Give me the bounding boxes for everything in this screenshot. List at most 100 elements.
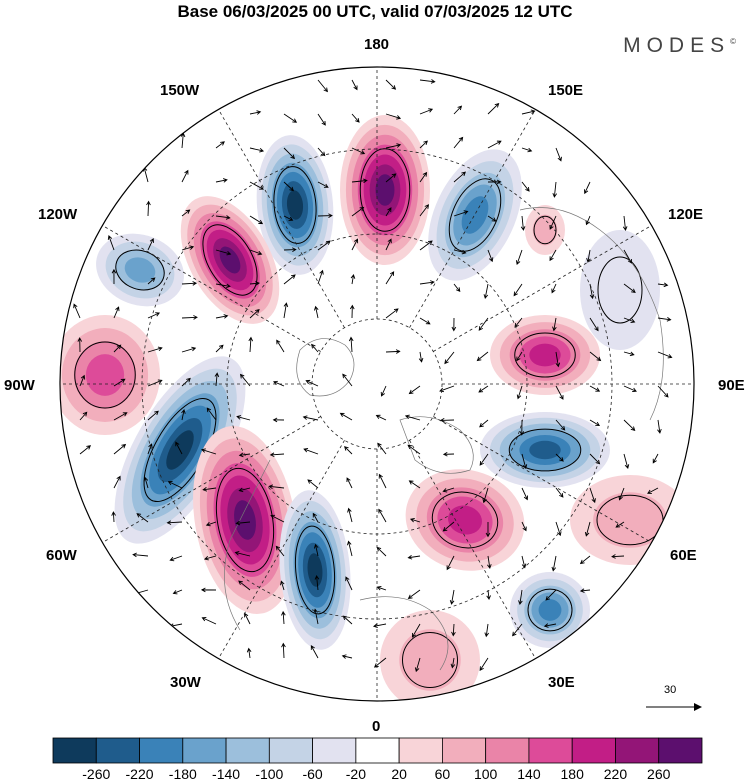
wind-arrow <box>385 143 402 149</box>
wind-arrow <box>618 487 625 501</box>
wind-arrow <box>351 238 359 251</box>
wind-arrow <box>248 336 254 353</box>
anomaly-cell <box>279 490 351 650</box>
wind-arrow <box>238 580 251 591</box>
lon-label-180: 180 <box>364 36 390 53</box>
anomaly-level <box>85 354 125 396</box>
colorbar-swatch <box>225 737 270 764</box>
wind-arrow <box>215 283 231 289</box>
wind-arrow <box>351 147 366 155</box>
wind-arrow <box>341 654 353 659</box>
wind-arrow <box>446 555 455 571</box>
lon-label-30w: 30W <box>170 674 201 691</box>
wind-arrow <box>442 521 455 532</box>
wind-arrow <box>181 245 195 251</box>
wind-arrow <box>113 475 121 489</box>
wind-arrow <box>513 283 523 297</box>
wind-arrow <box>623 249 632 264</box>
colorbar-swatch <box>355 737 400 764</box>
wind-arrow <box>444 351 455 365</box>
wind-arrow <box>269 452 285 458</box>
lon-label-150e: 150E <box>548 82 584 99</box>
wind-arrow <box>376 585 387 591</box>
wind-arrow <box>181 209 191 217</box>
wind-arrow <box>372 623 387 628</box>
wind-arrow <box>419 140 428 149</box>
wind-arrow <box>132 552 149 558</box>
wind-arrow <box>589 487 596 504</box>
colorbar-swatch <box>485 737 530 764</box>
wind-arrow <box>111 268 117 285</box>
wind-arrow <box>281 642 286 659</box>
wind-arrow <box>589 351 602 362</box>
wind-arrow <box>147 277 156 285</box>
wind-arrow <box>657 419 662 434</box>
wind-arrow <box>249 181 264 190</box>
wind-arrow <box>215 314 229 319</box>
wind-arrow <box>272 417 285 423</box>
map-boundary <box>59 66 695 702</box>
anomaly-cell <box>580 230 660 350</box>
wind-arrow <box>516 385 523 400</box>
anomaly-level <box>286 190 304 220</box>
wind-arrow <box>214 372 220 387</box>
wind-arrow <box>515 249 523 266</box>
wind-arrow <box>283 215 294 221</box>
wind-arrow <box>317 213 333 218</box>
wind-arrow <box>200 587 217 593</box>
wind-arrow <box>485 521 491 538</box>
meridian-line <box>99 416 321 545</box>
wind-arrow <box>283 181 295 192</box>
wind-arrow <box>520 215 526 231</box>
wind-arrow <box>483 283 489 300</box>
wind-arrow <box>113 306 120 319</box>
wind-arrow <box>589 419 601 426</box>
wind-arrow <box>167 480 183 489</box>
wind-arrow <box>351 178 368 184</box>
wind-arrow <box>307 479 319 489</box>
wind-arrow <box>342 373 353 387</box>
wind-arrow <box>378 473 387 489</box>
colorbar-tick-label: -260 <box>82 766 111 782</box>
wind-arrow <box>234 551 251 557</box>
wind-arrow <box>512 623 523 637</box>
wind-arrow <box>453 105 463 115</box>
wind-arrow <box>79 411 88 421</box>
lon-label-60e: 60E <box>670 547 697 564</box>
colorbar-swatch <box>95 737 140 764</box>
wind-arrow <box>147 410 159 421</box>
wind-arrow <box>407 444 421 455</box>
wind-arrow <box>521 453 528 470</box>
anomaly-level <box>529 440 561 460</box>
wind-arrow <box>451 623 456 637</box>
wind-arrow <box>347 540 353 557</box>
wind-arrow <box>375 414 387 421</box>
wind-arrow <box>479 419 489 428</box>
wind-arrow <box>281 610 286 625</box>
wind-arrow <box>283 113 298 123</box>
wind-arrow <box>449 589 455 605</box>
wind-arrow <box>249 147 265 153</box>
wind-arrow <box>166 520 183 525</box>
anomaly-level <box>532 214 558 246</box>
wind-arrow <box>143 476 149 489</box>
contour-line <box>74 341 136 409</box>
wind-arrow <box>107 235 115 251</box>
meridian-line <box>216 440 345 662</box>
wind-arrow <box>236 415 251 421</box>
wind-arrow <box>521 487 529 501</box>
wind-arrow <box>419 240 433 251</box>
reference-vector-label: 30 <box>664 684 677 696</box>
wind-arrow <box>487 555 492 569</box>
wind-arrow <box>310 645 319 659</box>
wind-arrow <box>249 308 260 319</box>
wind-arrow <box>516 351 523 362</box>
wind-arrow <box>657 317 672 322</box>
wind-arrow <box>147 443 153 455</box>
wind-arrow <box>215 249 232 256</box>
anomaly-level <box>219 246 241 274</box>
wind-arrow <box>215 178 228 183</box>
anomaly-level <box>580 230 660 350</box>
contour-line <box>202 224 258 296</box>
wind-arrow <box>249 249 263 256</box>
